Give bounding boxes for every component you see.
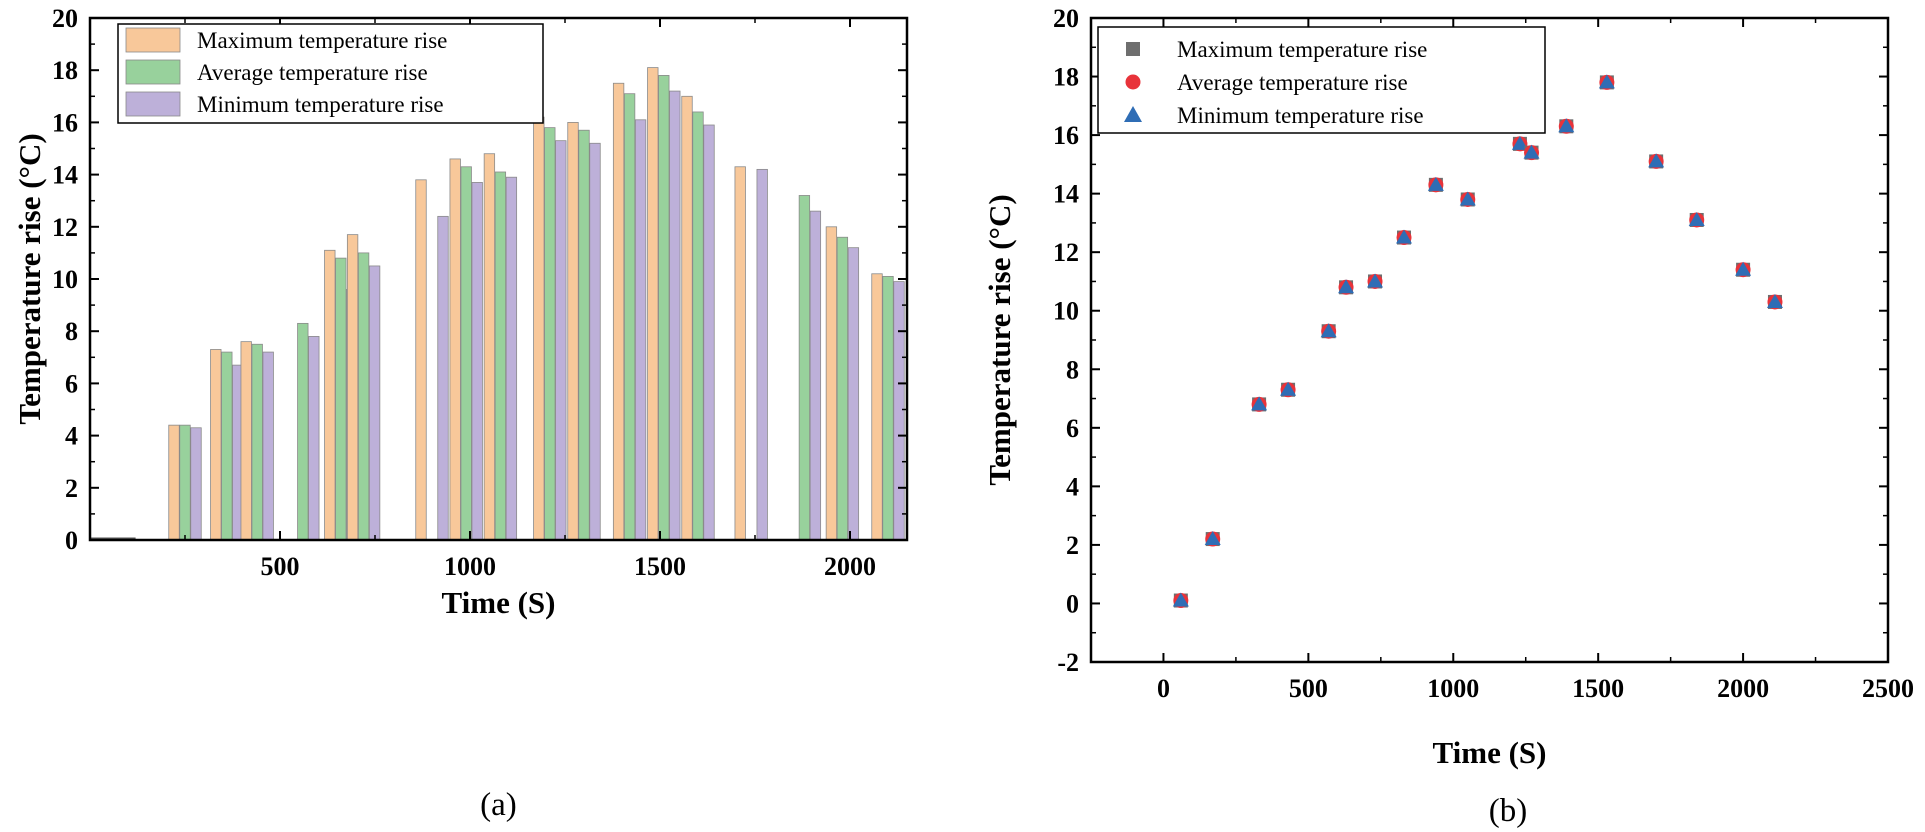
y-tick-label: 2 [1066, 531, 1079, 560]
chart-a: 0 2 4 6 8 10 12 14 16 18 20 500 1000 1500 2000 Time (S)… [12, 4, 909, 823]
legend-label: Minimum temperature rise [197, 92, 444, 117]
min-point [1523, 144, 1540, 159]
min-point [1396, 229, 1413, 244]
legend-marker-triangle [1124, 106, 1142, 122]
x-tick-label: 500 [1289, 674, 1328, 703]
min-point [1172, 592, 1189, 607]
y-tick-label: 6 [1066, 414, 1079, 443]
y-tick-label: 12 [52, 213, 78, 242]
y-tick-label: 18 [52, 56, 78, 85]
min-point [1459, 191, 1476, 206]
y-tick-label: 4 [1066, 472, 1079, 501]
min-point [1251, 396, 1268, 411]
x-tick-label: 500 [261, 552, 300, 581]
legend-marker-square [1126, 42, 1140, 56]
y-tick-label: 0 [1066, 589, 1079, 618]
min-point [1367, 273, 1384, 288]
min-point [1688, 211, 1705, 226]
legend-label: Maximum temperature rise [1177, 37, 1427, 62]
x-tick-label: 1500 [634, 552, 686, 581]
legend-a: Maximum temperature rise Average temperat… [117, 23, 544, 124]
y-tick-label: 0 [65, 526, 78, 555]
caption-b: (b) [1489, 793, 1527, 829]
min-point [1320, 323, 1337, 338]
x-tick-label: 2500 [1862, 674, 1914, 703]
y-tick-label: 16 [1053, 121, 1079, 150]
y-tick-label: 10 [52, 265, 78, 294]
caption-a: (a) [480, 787, 517, 823]
min-point [1648, 153, 1665, 168]
y-tick-label: 16 [52, 108, 78, 137]
min-point [1280, 381, 1297, 396]
legend-label: Average temperature rise [1177, 70, 1408, 95]
y-axis-title: Temperature rise (°C) [12, 133, 47, 424]
y-tick-label: 12 [1053, 238, 1079, 267]
legend-b: Maximum temperature rise Average temperat… [1097, 26, 1546, 134]
x-tick-label: 0 [1157, 674, 1170, 703]
y-tick-label: 6 [65, 369, 78, 398]
min-point [1511, 135, 1528, 150]
y-tick-label: 8 [1066, 355, 1079, 384]
legend-box [1097, 26, 1546, 134]
y-axis-title: Temperature rise (°C) [982, 194, 1017, 485]
y-tick-label: 20 [52, 4, 78, 33]
y-tick-label: -2 [1057, 648, 1079, 677]
y-tick-label: 14 [1053, 180, 1079, 209]
min-point [1598, 74, 1615, 89]
x-axis-title: Time (S) [442, 585, 556, 620]
min-point [1338, 279, 1355, 294]
min-point [1427, 176, 1444, 191]
y-tick-label: 8 [65, 317, 78, 346]
x-tick-label: 2000 [824, 552, 876, 581]
y-tick-label: 20 [1053, 4, 1079, 33]
x-tick-label: 1000 [1427, 674, 1479, 703]
min-point [1204, 531, 1221, 546]
legend-label: Average temperature rise [197, 60, 428, 85]
y-tick-label: 2 [65, 474, 78, 503]
legend-swatch [125, 27, 181, 53]
legend-swatch [125, 91, 181, 117]
min-point [1558, 118, 1575, 133]
x-tick-label: 2000 [1717, 674, 1769, 703]
y-tick-label: 4 [65, 422, 78, 451]
min-point [1766, 293, 1783, 308]
x-tick-label: 1000 [444, 552, 496, 581]
legend-label: Maximum temperature rise [197, 28, 447, 53]
legend-swatch [125, 59, 181, 85]
min-point [1735, 261, 1752, 276]
legend-box [117, 23, 544, 124]
legend-label: Minimum temperature rise [1177, 103, 1424, 128]
y-tick-label: 14 [52, 161, 78, 190]
legend-marker-circle [1125, 74, 1141, 90]
x-axis-title: Time (S) [1433, 735, 1547, 770]
x-tick-label: 1500 [1572, 674, 1624, 703]
y-tick-label: 18 [1053, 63, 1079, 92]
y-tick-label: 10 [1053, 297, 1079, 326]
